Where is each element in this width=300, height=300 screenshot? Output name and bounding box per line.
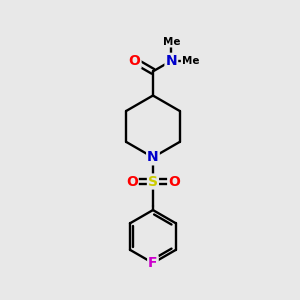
Text: F: F <box>148 256 158 270</box>
Text: Me: Me <box>182 56 199 66</box>
Text: Me: Me <box>163 37 180 46</box>
Text: O: O <box>168 175 180 188</box>
Text: O: O <box>126 175 138 188</box>
Text: S: S <box>148 175 158 188</box>
Text: N: N <box>166 54 177 68</box>
Text: N: N <box>147 150 159 164</box>
Text: O: O <box>129 54 140 68</box>
